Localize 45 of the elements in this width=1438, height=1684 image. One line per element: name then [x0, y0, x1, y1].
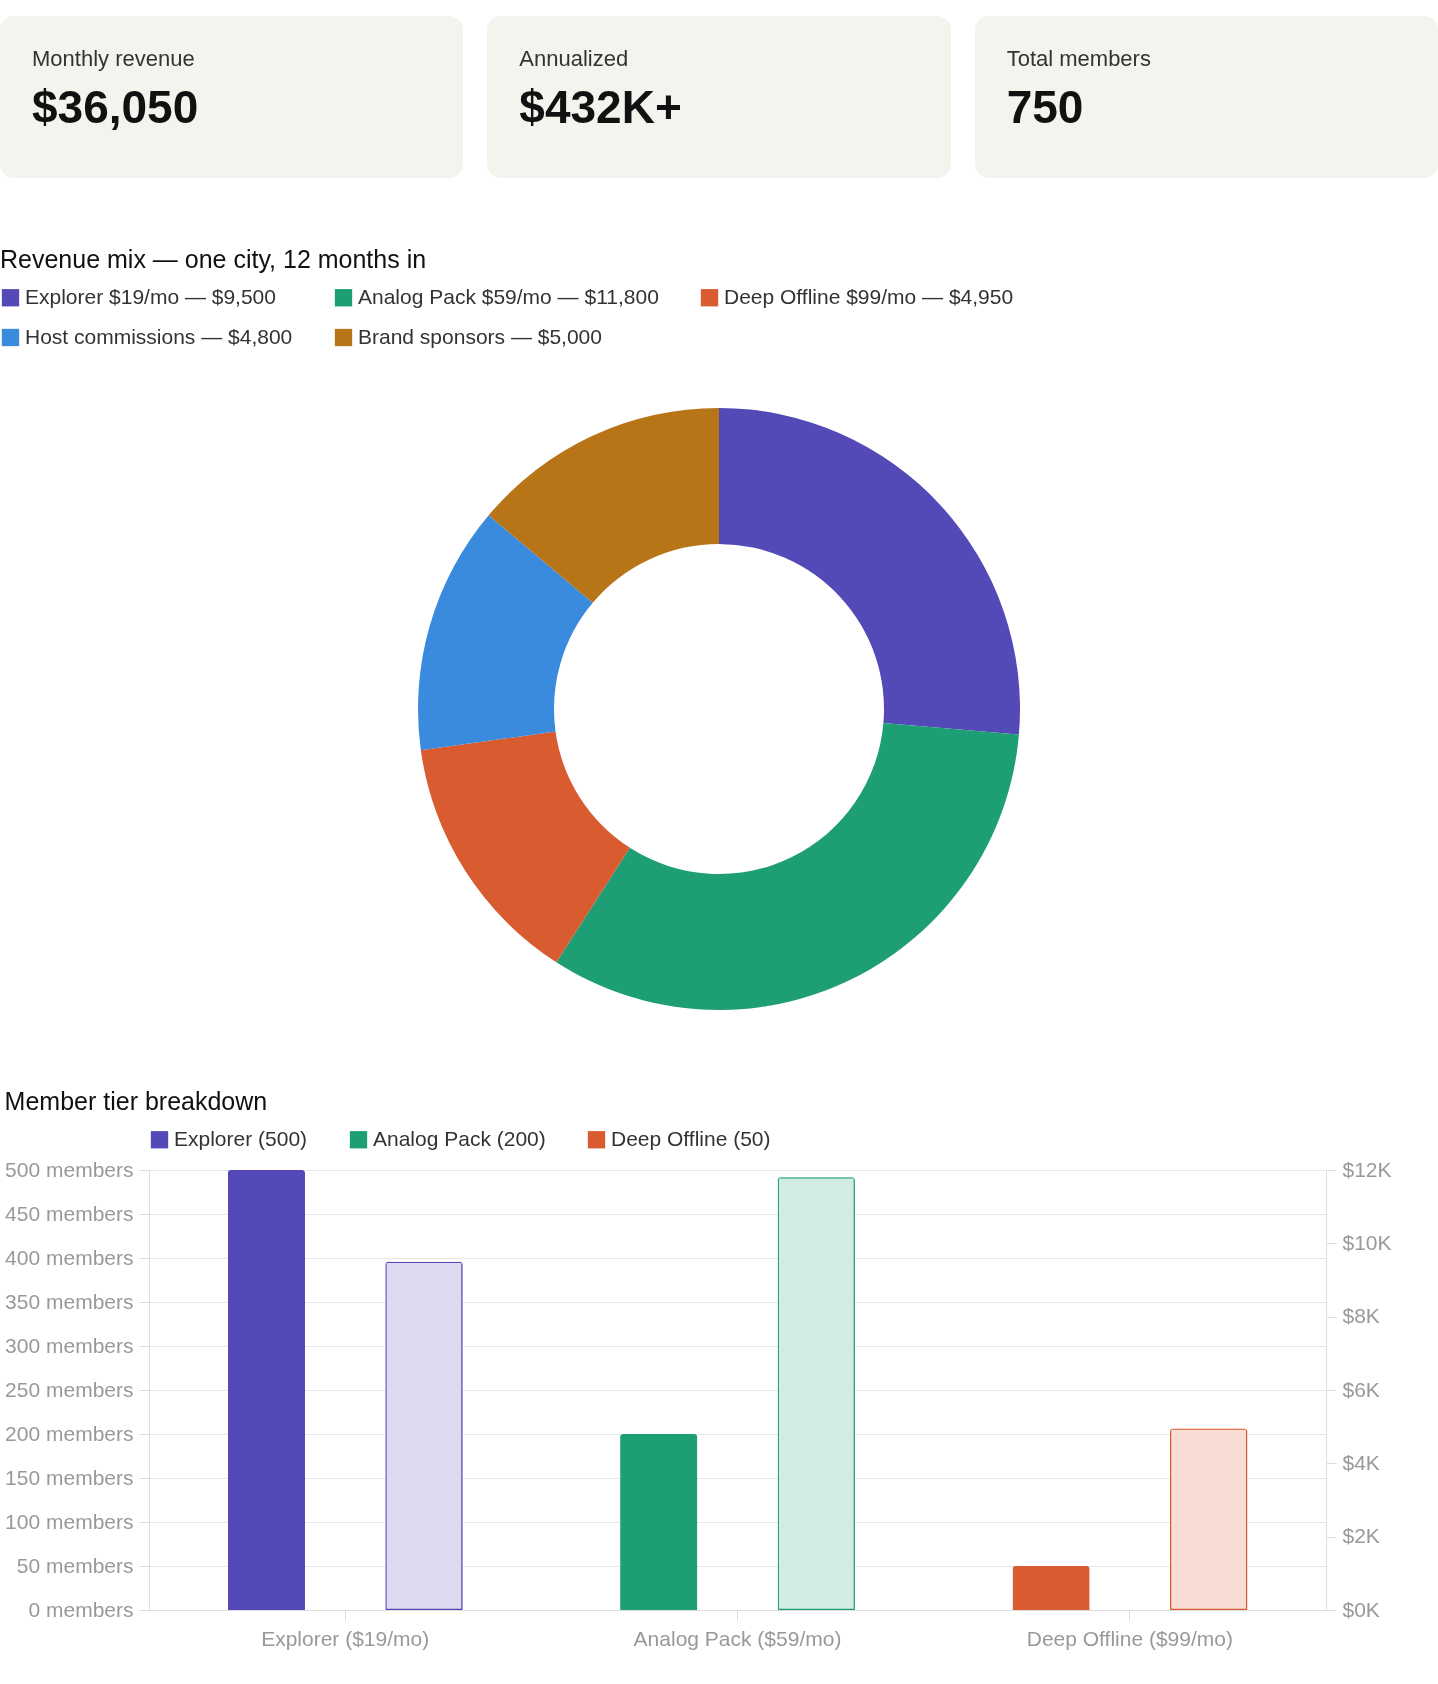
y2-tick-label: $2K — [1342, 1524, 1380, 1548]
donut-slice — [418, 515, 593, 751]
chart-title: Member tier breakdown — [4, 1087, 268, 1115]
text: $36,050 — [32, 80, 200, 134]
text: 750 — [1006, 80, 1085, 134]
donut-slice — [719, 408, 1020, 735]
x-tick-label: Deep Offline ($99/mo) — [1026, 1626, 1233, 1650]
y-tick-label: 0 members — [28, 1597, 134, 1621]
y-tick-label: 350 members — [5, 1289, 134, 1313]
text: Annualized — [519, 46, 630, 72]
x-tick-label: Analog Pack ($59/mo) — [633, 1626, 842, 1650]
y2-tick-label: $0K — [1342, 1597, 1380, 1621]
y2-tick-label: $12K — [1342, 1157, 1392, 1181]
y2-tick-label: $10K — [1342, 1230, 1392, 1254]
donut-slice — [420, 731, 630, 963]
bar — [385, 1261, 463, 1610]
y-tick-label: 400 members — [5, 1245, 134, 1269]
y-tick-label: 450 members — [5, 1201, 134, 1225]
y-tick-label: 100 members — [5, 1509, 134, 1533]
legend-label: Host commissions — $4,800 — [25, 324, 293, 348]
donut-slice — [556, 723, 1019, 1010]
y2-tick-label: $8K — [1342, 1304, 1380, 1328]
y-tick-label: 500 members — [5, 1157, 134, 1181]
text: Total members — [1006, 46, 1152, 72]
legend-label: Deep Offline $99/mo — $4,950 — [724, 284, 1014, 308]
y-tick-label: 200 members — [5, 1421, 134, 1445]
legend-label: Deep Offline (50) — [611, 1126, 771, 1150]
legend-label: Explorer (500) — [174, 1126, 308, 1150]
chart-title: Revenue mix — one city, 12 months in — [0, 245, 427, 273]
text: Monthly revenue — [32, 46, 196, 72]
y-tick-label: 50 members — [16, 1553, 134, 1577]
y-tick-label: 250 members — [5, 1377, 134, 1401]
y2-tick-label: $6K — [1342, 1377, 1380, 1401]
y2-tick-label: $4K — [1342, 1450, 1380, 1474]
legend-label: Explorer $19/mo — $9,500 — [25, 284, 276, 308]
y-tick-label: 150 members — [5, 1465, 134, 1489]
x-tick-label: Explorer ($19/mo) — [261, 1626, 430, 1650]
bar — [777, 1177, 855, 1610]
y-tick-label: 300 members — [5, 1333, 134, 1357]
text: $432K+ — [519, 80, 683, 134]
legend-label: Analog Pack (200) — [373, 1126, 546, 1150]
bar — [1170, 1428, 1248, 1610]
donut-slice — [488, 408, 719, 603]
legend-label: Analog Pack $59/mo — $11,800 — [358, 284, 659, 308]
legend-label: Brand sponsors — $5,000 — [358, 324, 602, 348]
